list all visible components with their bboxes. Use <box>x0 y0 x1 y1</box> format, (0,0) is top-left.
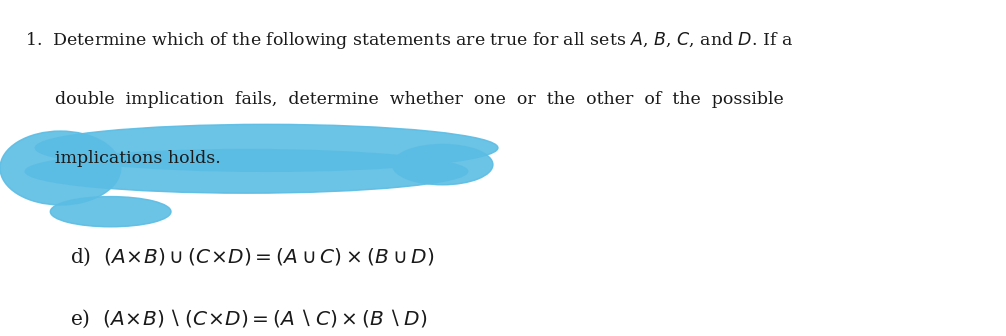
Ellipse shape <box>392 144 493 185</box>
Ellipse shape <box>50 197 171 227</box>
Text: d)  $(A\!\times\! B)\cup(C\!\times\! D)=(A\cup C)\times(B\cup D)$: d) $(A\!\times\! B)\cup(C\!\times\! D)=(… <box>70 245 435 268</box>
Ellipse shape <box>25 150 468 193</box>
Text: e)  $(A\!\times\! B)\setminus(C\!\times\! D)=(A\setminus C)\times(B\setminus D)$: e) $(A\!\times\! B)\setminus(C\!\times\!… <box>70 307 428 330</box>
Ellipse shape <box>0 131 121 205</box>
Ellipse shape <box>35 124 498 171</box>
Text: double  implication  fails,  determine  whether  one  or  the  other  of  the  p: double implication fails, determine whet… <box>55 91 784 108</box>
Text: 1.  Determine which of the following statements are true for all sets $A$, $B$, : 1. Determine which of the following stat… <box>25 30 793 51</box>
Text: implications holds.: implications holds. <box>55 150 221 167</box>
